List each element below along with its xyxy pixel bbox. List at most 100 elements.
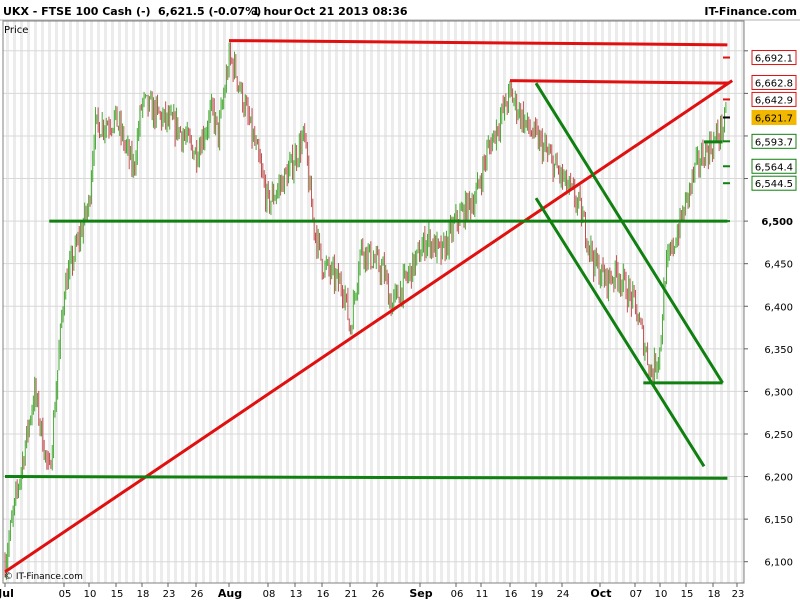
price-level-label: 6,621.7 — [755, 113, 793, 124]
grid-stripe — [244, 21, 247, 583]
grid-stripe — [293, 21, 296, 583]
grid-stripe — [195, 21, 198, 583]
x-tick-label: Oct — [590, 587, 611, 600]
x-tick-label: 21 — [345, 589, 358, 600]
x-tick-label: 10 — [84, 589, 97, 600]
grid-stripe — [433, 21, 436, 583]
grid-stripe — [615, 21, 618, 583]
grid-stripe — [265, 21, 268, 583]
grid-stripe — [475, 21, 478, 583]
grid-stripe — [489, 21, 492, 583]
brand-label: IT-Finance.com — [704, 5, 797, 18]
x-tick-label: 16 — [505, 589, 518, 600]
x-tick-label: 05 — [59, 589, 72, 600]
grid-stripe — [146, 21, 149, 583]
level-marker — [723, 165, 730, 168]
trendlines — [4, 39, 734, 574]
grid-stripe — [468, 21, 471, 583]
grid-stripe — [510, 21, 513, 583]
grid-stripe — [111, 21, 114, 583]
grid-stripe — [517, 21, 520, 583]
trendline-red — [228, 39, 728, 47]
last-quote: 6,621.5 (-0.07%) — [158, 5, 261, 18]
grid-stripe — [608, 21, 611, 583]
symbol-title: UKX - FTSE 100 Cash (-) — [3, 5, 151, 18]
grid-stripe — [27, 21, 30, 583]
grid-stripe — [636, 21, 639, 583]
price-level-label: 6,692.1 — [755, 54, 793, 65]
price-level-label: 6,500 — [761, 217, 793, 228]
grid-stripe — [503, 21, 506, 583]
x-tick-label: 10 — [655, 589, 668, 600]
trendline-green — [534, 82, 724, 384]
grid-stripe — [454, 21, 457, 583]
price-level-badge — [751, 133, 797, 149]
grid-stripe — [83, 21, 86, 583]
grid-stripe — [34, 21, 37, 583]
price-level-label: 6,593.7 — [755, 137, 793, 148]
grid-stripe — [90, 21, 93, 583]
grid-stripe — [160, 21, 163, 583]
grid-stripe — [41, 21, 44, 583]
grid-stripe — [328, 21, 331, 583]
x-tick-label: 15 — [111, 589, 124, 600]
y-tick-label: 6,350 — [764, 345, 793, 356]
grid-stripe — [314, 21, 317, 583]
grid-stripe — [699, 21, 702, 583]
grid-stripe — [580, 21, 583, 583]
x-tick-label: 18 — [137, 589, 150, 600]
price-level-label: 6,544.5 — [755, 179, 793, 190]
x-tick-label: Aug — [218, 587, 242, 600]
x-tick-label: 19 — [531, 589, 544, 600]
trendline-green — [534, 197, 706, 468]
grid-stripe — [286, 21, 289, 583]
grid-stripe — [118, 21, 121, 583]
x-tick-label: 08 — [263, 589, 276, 600]
grid-stripe — [167, 21, 170, 583]
x-tick-label: Sep — [409, 587, 432, 600]
grid-stripe — [678, 21, 681, 583]
grid-stripe — [321, 21, 324, 583]
grid-stripe — [657, 21, 660, 583]
grid-stripe — [349, 21, 352, 583]
price-axis: 6,100 6,150 6,200 6,250 6,300 6,350 6,400 6,450… — [723, 21, 800, 583]
y-tick-label: 6,150 — [764, 515, 793, 526]
grid-stripe — [202, 21, 205, 583]
x-tick-label: 26 — [191, 589, 204, 600]
x-tick-label: 07 — [630, 589, 643, 600]
y-tick-label: 6,200 — [764, 473, 793, 484]
y-tick-label: 6,250 — [764, 430, 793, 441]
price-level-badge — [751, 175, 797, 191]
grid-stripe — [174, 21, 177, 583]
grid-stripe — [629, 21, 632, 583]
y-tick-label: 6,300 — [764, 387, 793, 398]
grid-stripe — [20, 21, 23, 583]
x-tick-label: 15 — [681, 589, 694, 600]
grid-stripe — [482, 21, 485, 583]
candlestick-series — [4, 42, 727, 580]
plot-frame — [2, 20, 745, 584]
price-level-label: 6,642.9 — [755, 95, 793, 106]
grid-stripe — [300, 21, 303, 583]
grid-stripe — [412, 21, 415, 583]
grid-stripe — [139, 21, 142, 583]
grid-stripe — [104, 21, 107, 583]
grid-stripe — [622, 21, 625, 583]
grid-stripe — [370, 21, 373, 583]
grid-stripe — [363, 21, 366, 583]
grid-stripe — [153, 21, 156, 583]
grid-stripe — [384, 21, 387, 583]
vertical-grid-stripes — [6, 21, 744, 583]
datetime-label: Oct 21 2013 08:36 — [294, 5, 408, 18]
x-tick-label: Jul — [0, 587, 14, 600]
price-level-badge — [751, 213, 797, 229]
grid-stripe — [643, 21, 646, 583]
grid-stripe — [559, 21, 562, 583]
price-level-badge — [751, 109, 797, 125]
copyright-label: © IT-Finance.com — [4, 572, 83, 582]
grid-stripe — [538, 21, 541, 583]
grid-stripe — [664, 21, 667, 583]
axis-background — [0, 584, 800, 600]
x-tick-label: 11 — [476, 589, 489, 600]
